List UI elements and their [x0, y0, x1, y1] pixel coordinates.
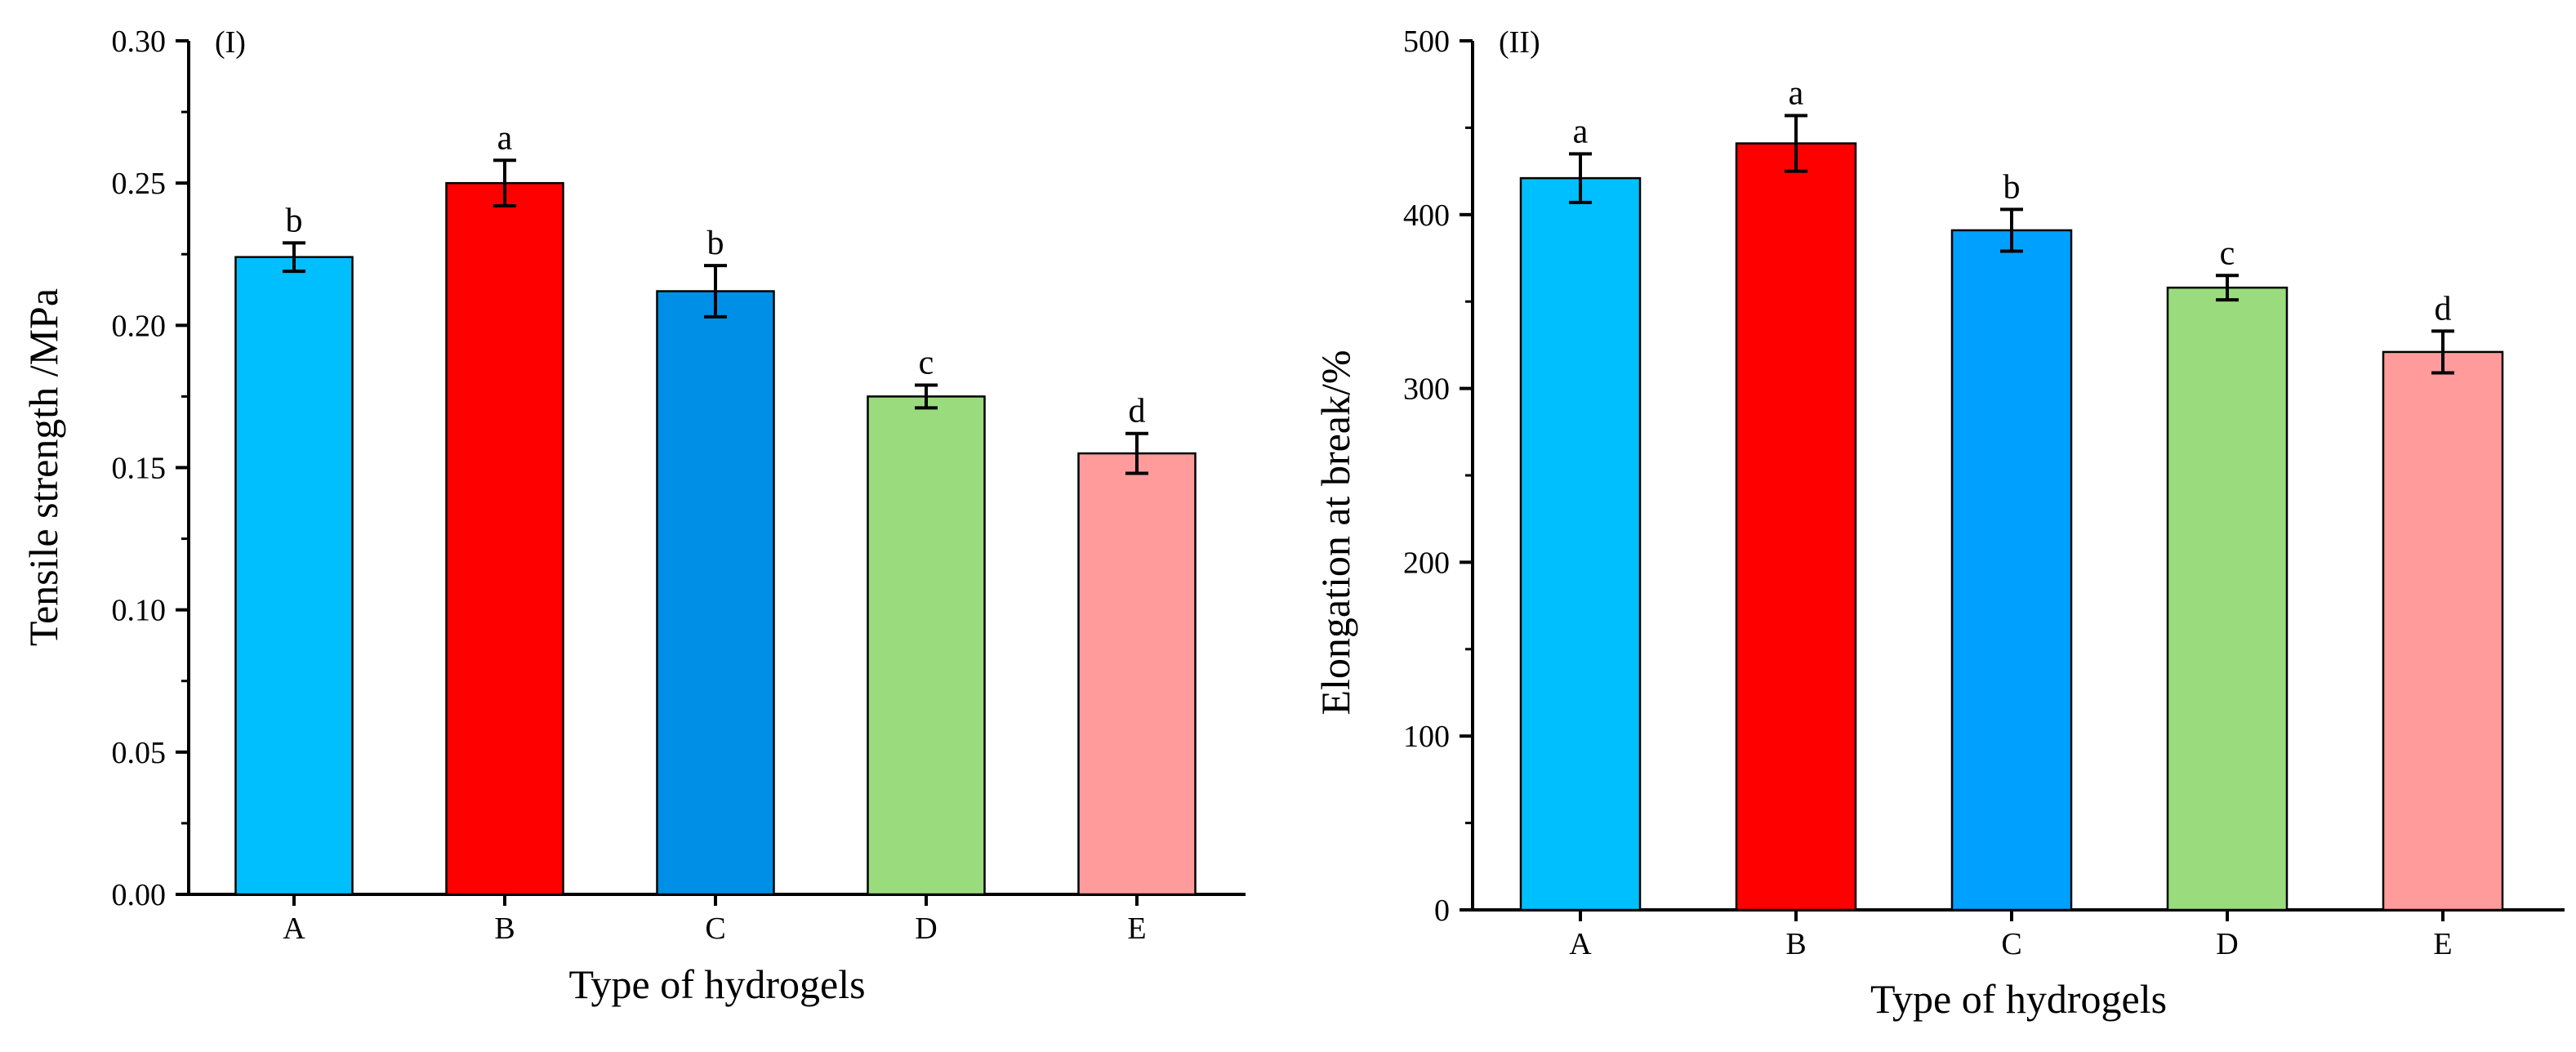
significance-label-D: c	[919, 344, 934, 381]
x-tick-label-C: C	[705, 912, 725, 946]
x-tick-label-D: D	[915, 912, 937, 946]
bar-E	[1077, 452, 1197, 896]
bar-B	[1735, 142, 1857, 912]
significance-label-E: d	[2435, 290, 2452, 328]
x-axis-title: Type of hydrogels	[568, 961, 865, 1007]
y-tick-label: 500	[1403, 25, 1450, 59]
x-tick-label-A: A	[1569, 927, 1592, 961]
significance-label-C: b	[707, 225, 724, 262]
x-tick-label-E: E	[1127, 912, 1146, 946]
y-tick-label: 200	[1403, 546, 1450, 580]
significance-label-B: a	[1789, 75, 1804, 113]
x-axis-title: Type of hydrogels	[1870, 976, 2167, 1022]
bar-E	[2382, 350, 2504, 912]
y-tick-label: 0.15	[112, 452, 167, 486]
bar-A	[234, 256, 354, 896]
y-tick-label: 0.25	[112, 167, 167, 201]
y-tick-label: 300	[1403, 372, 1450, 407]
x-tick-label-D: D	[2216, 927, 2238, 961]
y-tick-label: 0.05	[112, 736, 167, 770]
y-tick-label: 0.10	[112, 594, 167, 628]
bar-C	[1950, 229, 2073, 912]
x-tick-label-A: A	[283, 912, 305, 946]
y-tick-label: 0.00	[112, 878, 167, 912]
bar-A	[1519, 176, 1642, 912]
bar-D	[2166, 286, 2289, 912]
significance-label-D: c	[2220, 234, 2235, 272]
significance-label-B: a	[497, 119, 513, 157]
x-tick-label-C: C	[2001, 927, 2021, 961]
significance-label-A: a	[1573, 113, 1589, 150]
panel-label: (II)	[1499, 25, 1540, 60]
y-tick-label: 0.30	[112, 25, 167, 59]
x-tick-label-E: E	[2433, 927, 2452, 961]
y-tick-label: 100	[1403, 720, 1450, 754]
y-axis-title: Tensile strength /MPa	[20, 288, 66, 646]
panel-label: (I)	[215, 25, 246, 60]
significance-label-A: b	[286, 202, 303, 239]
y-tick-label: 0	[1434, 894, 1450, 928]
significance-label-C: b	[2003, 168, 2021, 206]
y-tick-label: 0.20	[112, 309, 167, 343]
y-tick-label: 400	[1403, 198, 1450, 233]
significance-label-E: d	[1129, 393, 1146, 430]
bar-D	[867, 395, 986, 896]
y-axis-title: Elongation at break/%	[1313, 350, 1358, 715]
bar-C	[656, 290, 775, 896]
bar-B	[445, 181, 564, 896]
x-tick-label-B: B	[494, 912, 515, 946]
x-tick-label-B: B	[1785, 927, 1806, 961]
